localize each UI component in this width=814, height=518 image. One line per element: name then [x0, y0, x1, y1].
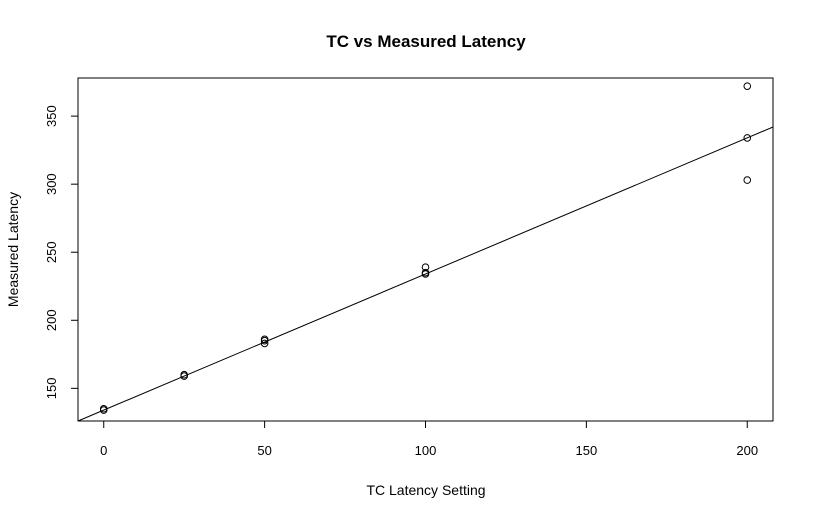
data-point — [743, 176, 752, 184]
data-point — [421, 268, 430, 277]
data-point — [260, 339, 269, 348]
x-tick-label: 50 — [257, 443, 271, 458]
y-tick-label: 300 — [44, 173, 59, 195]
x-tick-label: 150 — [576, 443, 598, 458]
x-tick-label: 0 — [100, 443, 107, 458]
y-tick-label: 250 — [44, 241, 59, 263]
plot-frame — [77, 77, 774, 422]
x-axis-label: TC Latency Setting — [366, 482, 485, 498]
regression-line — [77, 126, 774, 422]
y-tick-label: 150 — [44, 377, 59, 399]
data-point — [99, 404, 108, 413]
y-tick-label: 200 — [44, 309, 59, 331]
x-tick-label: 200 — [736, 443, 758, 458]
data-point — [260, 335, 269, 344]
y-axis: 150 200 250 300 350 — [44, 105, 78, 399]
y-tick-label: 350 — [44, 105, 59, 127]
y-axis-label: Measured Latency — [5, 192, 21, 307]
data-point — [421, 263, 430, 271]
fit-line-group — [77, 126, 774, 422]
data-point — [180, 370, 188, 379]
data-point — [743, 82, 752, 90]
x-axis: 0 50 100 150 200 — [100, 421, 758, 458]
chart-title: TC vs Measured Latency — [326, 32, 526, 51]
data-point — [743, 134, 752, 142]
x-tick-label: 100 — [415, 443, 437, 458]
data-points — [99, 82, 752, 414]
